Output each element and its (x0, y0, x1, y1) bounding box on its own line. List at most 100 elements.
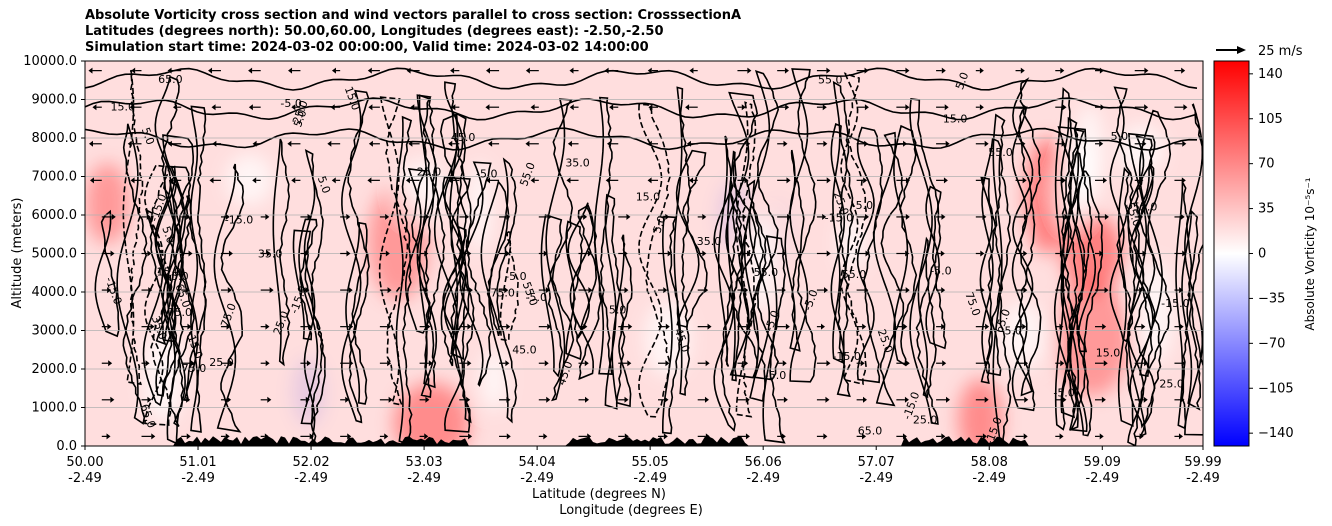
x-tick-label-8: 58.08 (971, 455, 1008, 470)
wind-vector-81 (1095, 360, 1108, 367)
contour-label-29: 5.0 (651, 214, 669, 235)
contour-label-43: 5.0 (1111, 130, 1129, 143)
wind-vector-28 (101, 396, 115, 403)
contour-line-70 (190, 105, 207, 433)
wind-vector-78 (975, 360, 989, 367)
wind-vector-88 (260, 323, 270, 330)
wind-vector-8 (419, 433, 429, 440)
wind-vector-165 (1095, 250, 1104, 257)
wind-vector-58 (181, 360, 195, 367)
wind-vector-132 (896, 287, 910, 294)
wind-vector-263 (530, 104, 539, 111)
wind-vector-127 (697, 287, 709, 294)
wind-vector-294 (647, 67, 658, 74)
terrain (85, 436, 1203, 446)
contour-label-40: 5.0 (953, 70, 971, 91)
wind-vector-279 (1174, 104, 1188, 111)
contour-label-11: -5.0 (930, 264, 951, 277)
contour-label-53: -5.0 (525, 291, 546, 304)
wind-vector-283 (208, 67, 221, 74)
wind-vector-24 (1055, 433, 1064, 440)
wind-vector-178 (499, 213, 511, 220)
wind-vector-184 (737, 213, 747, 220)
wind-vector-237 (607, 140, 619, 147)
wind-vector-18 (816, 433, 828, 440)
contour-line-53 (480, 180, 510, 336)
wind-vector-161 (936, 250, 945, 257)
x-tick-label-9: 59.09 (1084, 455, 1121, 470)
wind-vector-50 (975, 396, 989, 403)
wind-vector-63 (379, 360, 392, 367)
wind-vector-142 (181, 250, 193, 257)
wind-vector-60 (260, 360, 270, 367)
wind-vector-79 (1015, 360, 1029, 367)
wind-vector-288 (406, 67, 420, 74)
wind-vector-151 (538, 250, 548, 257)
contour-line-13 (735, 101, 757, 418)
wind-vector-275 (1015, 104, 1028, 111)
wind-vector-268 (737, 104, 746, 111)
wind-vector-203 (367, 177, 380, 184)
wind-vector-80 (1055, 360, 1065, 367)
vorticity-max-0 (85, 163, 130, 244)
wind-vector-129 (777, 287, 786, 294)
wind-vector-67 (538, 360, 549, 367)
x-tick-sublabel-10: -2.49 (1186, 471, 1220, 486)
contour-label-16: 45.0 (512, 343, 537, 356)
wind-vector-166 (1134, 250, 1147, 257)
wind-vector-141 (141, 250, 152, 257)
contour-line-40 (442, 176, 471, 337)
wind-vector-124 (578, 287, 593, 294)
contour-label-28: 5.0 (291, 108, 309, 129)
y-tick-label-3: 3000.0 (32, 324, 78, 339)
wind-vector-55 (1174, 396, 1185, 403)
contour-line-76 (675, 149, 708, 328)
y-tick-label-6: 6000.0 (32, 208, 78, 223)
contour-line-50 (1011, 105, 1036, 412)
wind-vector-248 (1055, 140, 1066, 147)
wind-vector-274 (975, 104, 984, 111)
contour-label-42: -5.0 (476, 168, 497, 181)
wind-vector-192 (1055, 213, 1069, 220)
wind-vector-150 (499, 250, 510, 257)
wind-vector-222 (1134, 177, 1144, 184)
wind-vector-195 (1174, 213, 1185, 220)
wind-vector-197 (130, 177, 142, 184)
colorbar-tick-label-3: 35 (1258, 202, 1275, 217)
wind-vector-9 (459, 433, 473, 440)
wind-vector-281 (131, 67, 142, 74)
wind-vector-264 (569, 104, 579, 111)
wind-vector-147 (379, 250, 390, 257)
x-tick-sublabel-9: -2.49 (1085, 471, 1119, 486)
wind-vector-292 (569, 67, 579, 74)
contour-line-52 (499, 230, 519, 342)
wind-vector-1 (141, 433, 156, 440)
contour-line-62 (459, 161, 492, 387)
wind-vector-216 (896, 177, 910, 184)
wind-vector-92 (419, 323, 431, 330)
wind-vector-261 (451, 104, 460, 111)
x-tick-sublabel-6: -2.49 (746, 471, 780, 486)
wind-vector-180 (578, 213, 588, 220)
wind-vector-168 (101, 213, 116, 220)
wind-vector-38 (499, 396, 511, 403)
contour-label-49: -5.0 (765, 369, 786, 382)
wind-vector-179 (538, 213, 552, 220)
wind-vector-115 (220, 287, 232, 294)
wind-vector-255 (211, 104, 221, 111)
contour-label-57: 65.0 (858, 425, 883, 438)
wind-vector-109 (1095, 323, 1107, 330)
wind-vector-114 (181, 287, 190, 294)
contour-line-78 (378, 96, 409, 406)
wind-vector-217 (936, 177, 948, 184)
contour-label-26: 45.0 (164, 270, 189, 283)
contour-label-7: 75.0 (490, 287, 515, 300)
x-tick-sublabel-1: -2.49 (181, 471, 215, 486)
wind-vector-42 (657, 396, 669, 403)
contour-line-18 (433, 113, 467, 367)
wind-vector-86 (181, 323, 192, 330)
contour-label-67: 45.0 (451, 131, 476, 144)
wind-vector-298 (816, 67, 831, 74)
y-tick-label-8: 8000.0 (32, 131, 78, 146)
